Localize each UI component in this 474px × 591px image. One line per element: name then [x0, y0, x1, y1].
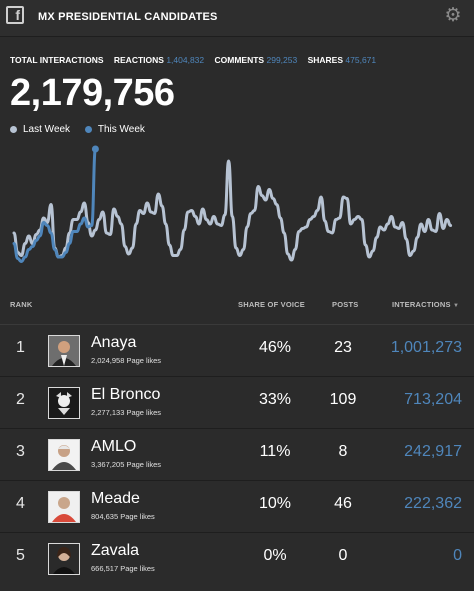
share-of-voice-header[interactable]: SHARE OF VOICE [238, 300, 305, 309]
candidate-name: AMLO [91, 438, 137, 455]
rank-number: 5 [16, 547, 25, 564]
shares-label: SHARES [307, 55, 344, 65]
share-of-voice: 11% [259, 443, 291, 460]
comments-value: 299,253 [266, 55, 298, 65]
avatar-meade [49, 492, 79, 522]
share-of-voice: 46% [258, 339, 292, 356]
shares-value: 475,671 [345, 55, 377, 65]
posts-count: 0 [338, 547, 348, 564]
page-title: MX PRESIDENTIAL CANDIDATES [38, 11, 218, 23]
avatar [48, 335, 80, 367]
reactions-stat: REACTIONS 1,404,832 [114, 55, 207, 65]
candidate-name: Zavala [91, 542, 140, 559]
rank-number: 3 [16, 443, 25, 460]
legend-this-week-dot [84, 126, 92, 133]
posts-header[interactable]: POSTS [332, 300, 359, 309]
rank-number: 2 [16, 391, 25, 408]
interactions-header[interactable]: INTERACTIONS ▼ [392, 300, 459, 309]
avatar-amlo [49, 440, 79, 470]
candidates-table: 1 Anaya 2,024,958 Page likes 46% 23 1,00… [0, 324, 474, 584]
total-interactions-value: 2,179,756 [10, 72, 175, 114]
posts-count: 46 [334, 495, 352, 512]
reactions-value: 1,404,832 [166, 55, 205, 65]
comments-label: COMMENTS [214, 55, 265, 65]
interactions-header-label: INTERACTIONS [392, 300, 451, 309]
interactions-count: 713,204 [404, 391, 462, 408]
interactions-chart [12, 145, 453, 263]
legend-last-week-label: Last Week [23, 124, 71, 135]
table-row[interactable]: 4 Meade 804,635 Page likes 10% 46 222,36… [0, 480, 474, 532]
series-line-this-week [12, 147, 97, 263]
gear-icon[interactable]: ⚙ [444, 5, 462, 26]
avatar [48, 439, 80, 471]
stats-summary: TOTAL INTERACTIONS REACTIONS 1,404,832 C… [10, 55, 384, 65]
avatar-zavala [49, 544, 79, 574]
total-interactions-label: TOTAL INTERACTIONS [10, 55, 104, 65]
rank-header: RANK [10, 300, 33, 309]
chart-legend: Last Week This Week [10, 124, 157, 136]
page-likes: 2,024,958 Page likes [91, 356, 162, 365]
table-row[interactable]: 3 AMLO 3,367,205 Page likes 11% 8 242,91… [0, 428, 474, 480]
legend-last-week-dot [10, 126, 17, 133]
caret-down-icon: ▼ [452, 303, 460, 309]
share-of-voice: 33% [258, 391, 292, 408]
interactions-count: 222,362 [404, 495, 462, 512]
legend-last-week[interactable]: Last Week [10, 124, 70, 135]
posts-count: 23 [334, 339, 352, 356]
avatar-anaya [49, 336, 79, 366]
series-line-last-week [12, 159, 453, 262]
page-likes: 804,635 Page likes [91, 512, 155, 521]
posts-count: 8 [338, 443, 348, 460]
candidate-name: Meade [91, 490, 140, 507]
posts-count: 109 [329, 391, 357, 408]
page-likes: 2,277,133 Page likes [91, 408, 162, 417]
legend-this-week-label: This Week [97, 124, 145, 135]
page-likes: 666,517 Page likes [91, 564, 155, 573]
avatar [48, 387, 80, 419]
candidate-name: Anaya [91, 334, 137, 351]
avatar [48, 543, 80, 575]
page-likes: 3,367,205 Page likes [91, 460, 162, 469]
avatar [48, 491, 80, 523]
rank-number: 1 [16, 339, 25, 356]
comments-stat: COMMENTS 299,253 [215, 55, 300, 65]
share-of-voice: 10% [258, 495, 292, 512]
shares-stat: SHARES 475,671 [308, 55, 377, 65]
rank-number: 4 [16, 495, 25, 512]
table-row[interactable]: 5 Zavala 666,517 Page likes 0% 0 0 [0, 532, 474, 584]
header-bar: f MX PRESIDENTIAL CANDIDATES ⚙ [0, 0, 474, 37]
table-row[interactable]: 2 El Bronco 2,277,133 Page likes 33% 109… [0, 376, 474, 428]
interactions-count: 242,917 [404, 443, 462, 460]
share-of-voice: 0% [263, 547, 287, 564]
current-point-marker[interactable] [91, 145, 99, 153]
table-row[interactable]: 1 Anaya 2,024,958 Page likes 46% 23 1,00… [0, 324, 474, 376]
facebook-icon[interactable]: f [6, 6, 24, 24]
reactions-label: REACTIONS [113, 55, 164, 65]
interactions-count: 0 [453, 547, 462, 564]
interactions-count: 1,001,273 [390, 339, 462, 356]
candidate-name: El Bronco [91, 386, 161, 403]
legend-this-week[interactable]: This Week [84, 124, 145, 135]
avatar-el-bronco [49, 388, 79, 418]
